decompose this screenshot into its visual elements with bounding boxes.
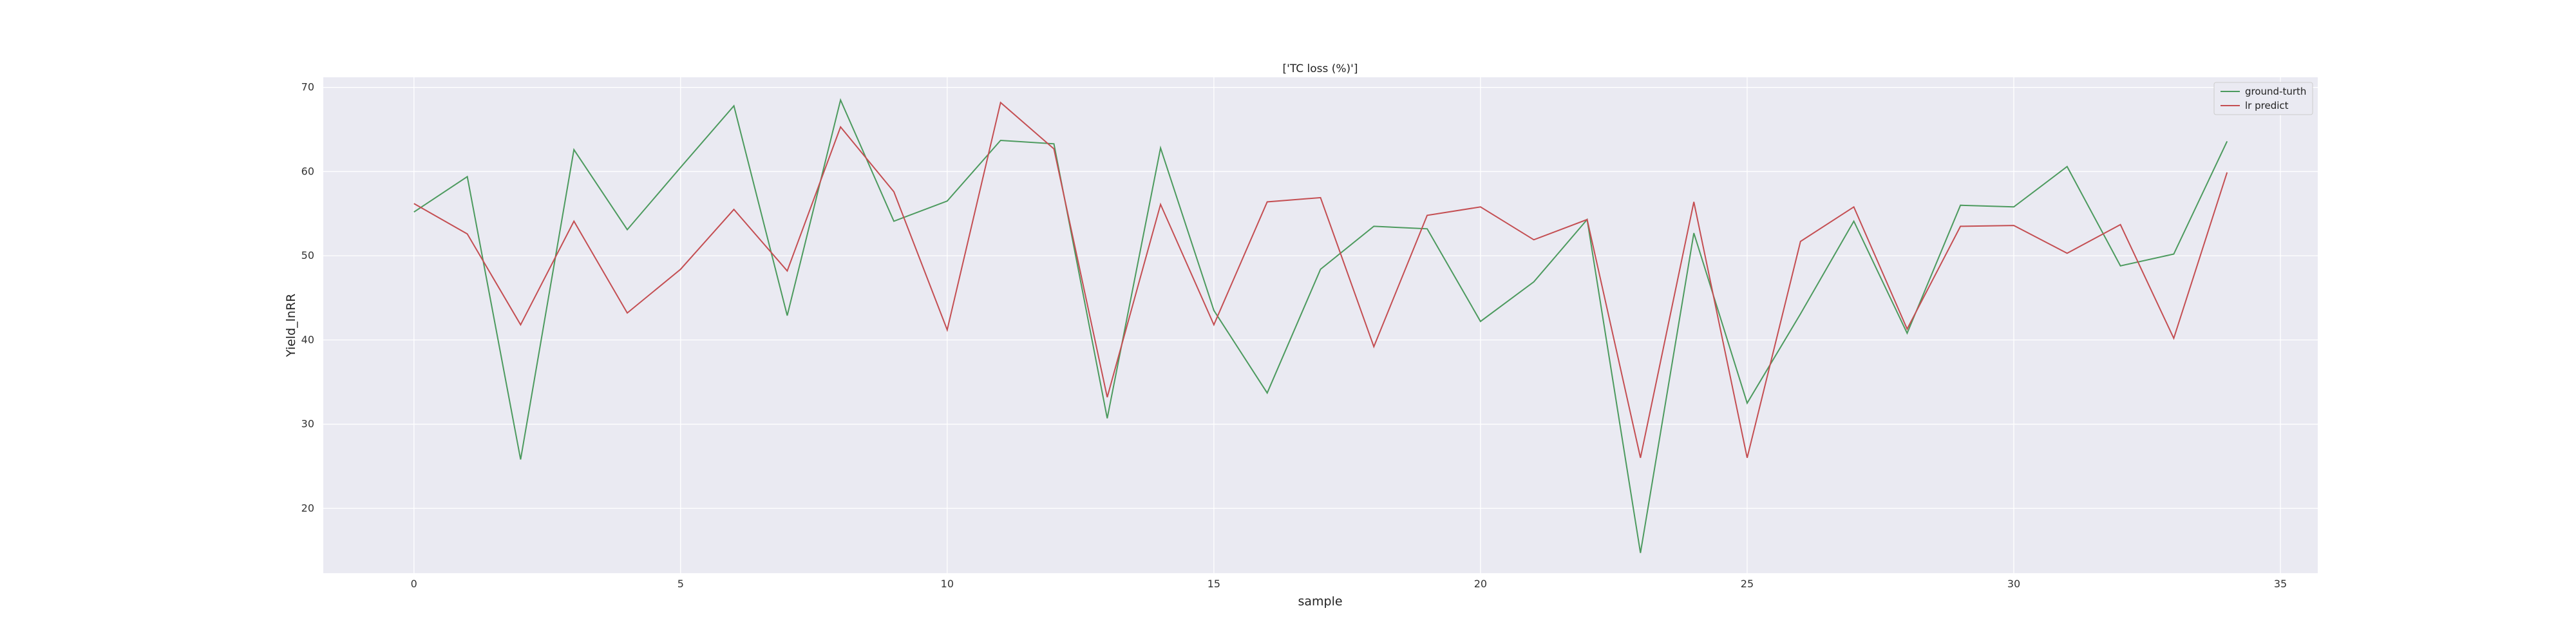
plot-area <box>323 77 2318 573</box>
series-lines <box>413 98 2228 553</box>
gridlines <box>323 77 2318 573</box>
y-tick-label: 40 <box>301 334 314 346</box>
legend-box <box>2213 82 2313 115</box>
y-tick-label: 60 <box>301 165 314 177</box>
legend-entry: ground-turth <box>2245 86 2306 97</box>
y-tick-label: 20 <box>301 502 314 514</box>
x-tick-label: 10 <box>941 578 954 590</box>
chart-title: ['TC loss (%)'] <box>1283 62 1358 75</box>
y-axis-ticks: 20 30 40 50 60 70 <box>301 81 314 515</box>
x-tick-label: 15 <box>1208 578 1220 590</box>
x-tick-label: 30 <box>2007 578 2020 590</box>
series-line-1 <box>413 98 2228 553</box>
y-tick-label: 70 <box>301 81 314 93</box>
x-tick-label: 5 <box>677 578 684 590</box>
x-tick-label: 0 <box>411 578 417 590</box>
x-tick-label: 35 <box>2274 578 2287 590</box>
x-tick-label: 25 <box>1741 578 1754 590</box>
legend: ground-turth lr predict <box>2213 82 2313 115</box>
series-line-2 <box>413 101 2228 459</box>
y-tick-label: 50 <box>301 249 314 261</box>
y-tick-label: 30 <box>301 418 314 430</box>
x-tick-label: 20 <box>1474 578 1487 590</box>
legend-entry: lr predict <box>2245 100 2289 111</box>
y-axis-label: Yield_lnRR <box>284 294 298 357</box>
x-axis-label: sample <box>1298 594 1342 609</box>
x-axis-ticks: 0 5 10 15 20 25 30 35 <box>411 578 2287 590</box>
